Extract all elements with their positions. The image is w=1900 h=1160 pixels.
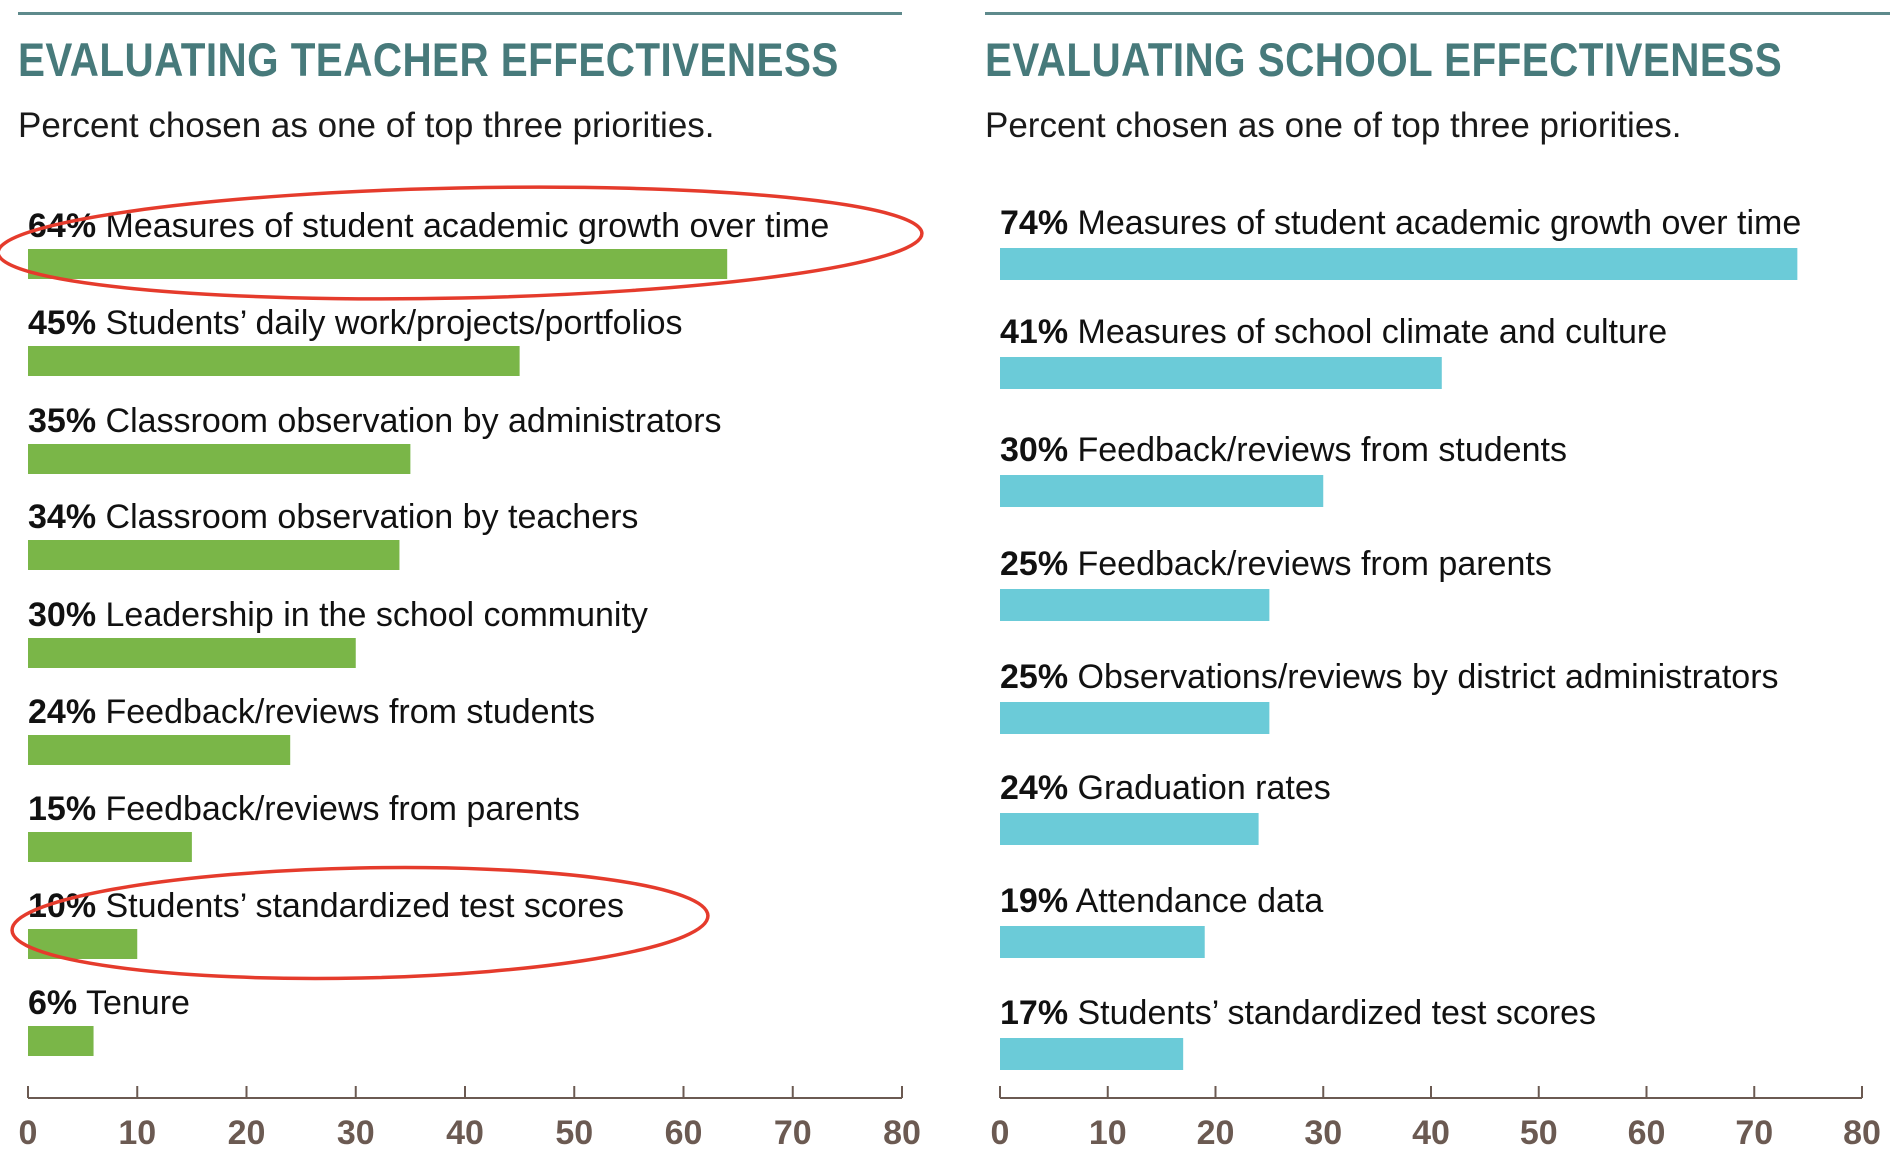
- school-effectiveness-bar-chart: 74% Measures of student academic growth …: [991, 204, 1881, 1152]
- bar: [1000, 475, 1324, 507]
- bar-label: 25% Feedback/reviews from parents: [1000, 545, 1552, 583]
- bar-category-label: Feedback/reviews from parents: [96, 790, 580, 828]
- bar-label: 30% Leadership in the school community: [28, 596, 648, 634]
- bar-value-label: 64%: [28, 207, 96, 245]
- bar-label: 25% Observations/reviews by district adm…: [1000, 658, 1779, 696]
- school-effectiveness-panel: EVALUATING SCHOOL EFFECTIVENESS Percent …: [985, 0, 1890, 1160]
- bar-value-label: 45%: [28, 304, 96, 342]
- x-tick-label: 10: [1089, 1114, 1127, 1152]
- x-tick-label: 60: [665, 1114, 703, 1152]
- bar-label: 15% Feedback/reviews from parents: [28, 790, 580, 828]
- bar: [28, 832, 192, 862]
- bar: [1000, 248, 1798, 280]
- x-tick-label: 70: [1735, 1114, 1773, 1152]
- bar-category-label: Measures of school climate and culture: [1068, 313, 1667, 351]
- bar-label: 17% Students’ standardized test scores: [1000, 994, 1596, 1032]
- bar: [28, 1026, 94, 1056]
- top-rule: [985, 12, 1890, 15]
- bar: [1000, 1038, 1184, 1070]
- bar-category-label: Leadership in the school community: [96, 596, 648, 634]
- bar-category-label: Feedback/reviews from students: [96, 693, 595, 731]
- bar-label: 24% Feedback/reviews from students: [28, 693, 595, 731]
- bar-label: 34% Classroom observation by teachers: [28, 498, 638, 536]
- bar-label: 10% Students’ standardized test scores: [28, 887, 624, 925]
- teacher-effectiveness-panel: EVALUATING TEACHER EFFECTIVENESS Percent…: [0, 0, 924, 1160]
- bar-value-label: 30%: [28, 596, 96, 634]
- x-tick-label: 50: [1520, 1114, 1558, 1152]
- bar-value-label: 25%: [1000, 658, 1068, 696]
- bar-value-label: 24%: [1000, 769, 1068, 807]
- bar-category-label: Feedback/reviews from students: [1068, 431, 1567, 469]
- bar-category-label: Graduation rates: [1068, 769, 1331, 807]
- bar-category-label: Tenure: [77, 984, 190, 1022]
- bar-label: 24% Graduation rates: [1000, 769, 1331, 807]
- bar-category-label: Students’ daily work/projects/portfolios: [96, 304, 682, 342]
- x-tick-label: 70: [774, 1114, 812, 1152]
- bar-category-label: Feedback/reviews from parents: [1068, 545, 1552, 583]
- bar: [28, 444, 411, 474]
- bar: [1000, 702, 1270, 734]
- bar-value-label: 74%: [1000, 204, 1068, 242]
- bar-label: 35% Classroom observation by administrat…: [28, 402, 722, 440]
- x-tick-label: 10: [118, 1114, 156, 1152]
- bar-value-label: 24%: [28, 693, 96, 731]
- bar-category-label: Measures of student academic growth over…: [1068, 204, 1801, 242]
- bar-label: 64% Measures of student academic growth …: [28, 207, 829, 245]
- bar-category-label: Classroom observation by teachers: [96, 498, 638, 536]
- bar: [1000, 813, 1259, 845]
- chart-title: EVALUATING TEACHER EFFECTIVENESS: [18, 33, 839, 86]
- x-tick-label: 80: [1843, 1114, 1881, 1152]
- bar-value-label: 17%: [1000, 994, 1068, 1032]
- highlight-ellipse: [10, 865, 710, 981]
- bar-value-label: 35%: [28, 402, 96, 440]
- x-tick-label: 0: [991, 1114, 1010, 1152]
- bar: [28, 249, 728, 279]
- bar: [1000, 357, 1442, 389]
- bar: [28, 735, 291, 765]
- bar-label: 6% Tenure: [28, 984, 190, 1022]
- highlight-ellipse: [0, 185, 924, 301]
- bar-label: 19% Attendance data: [1000, 882, 1323, 920]
- x-tick-label: 60: [1628, 1114, 1666, 1152]
- bar-category-label: Attendance data: [1068, 882, 1323, 920]
- bar-label: 74% Measures of student academic growth …: [1000, 204, 1801, 242]
- bar-value-label: 25%: [1000, 545, 1068, 583]
- x-tick-label: 40: [1412, 1114, 1450, 1152]
- bar: [28, 929, 138, 959]
- bar: [28, 540, 400, 570]
- bar: [1000, 926, 1205, 958]
- bar-value-label: 19%: [1000, 882, 1068, 920]
- bar-value-label: 6%: [28, 984, 77, 1022]
- bar-label: 41% Measures of school climate and cultu…: [1000, 313, 1667, 351]
- teacher-effectiveness-bar-chart: 64% Measures of student academic growth …: [0, 185, 924, 1152]
- chart-subtitle: Percent chosen as one of top three prior…: [985, 106, 1682, 145]
- bar-value-label: 15%: [28, 790, 96, 828]
- chart-title: EVALUATING SCHOOL EFFECTIVENESS: [985, 33, 1783, 86]
- bar-category-label: Students’ standardized test scores: [1068, 994, 1596, 1032]
- x-tick-label: 40: [446, 1114, 484, 1152]
- bar-category-label: Measures of student academic growth over…: [96, 207, 829, 245]
- x-tick-label: 80: [883, 1114, 921, 1152]
- bar-value-label: 41%: [1000, 313, 1068, 351]
- x-tick-label: 30: [337, 1114, 375, 1152]
- bar-category-label: Observations/reviews by district adminis…: [1068, 658, 1778, 696]
- chart-subtitle: Percent chosen as one of top three prior…: [18, 106, 715, 145]
- bar-label: 30% Feedback/reviews from students: [1000, 431, 1567, 469]
- top-rule: [18, 12, 902, 15]
- bar-label: 45% Students’ daily work/projects/portfo…: [28, 304, 683, 342]
- x-tick-label: 20: [1197, 1114, 1235, 1152]
- bar: [28, 346, 520, 376]
- bar: [1000, 589, 1270, 621]
- bar-value-label: 30%: [1000, 431, 1068, 469]
- bar-value-label: 10%: [28, 887, 96, 925]
- x-tick-label: 50: [555, 1114, 593, 1152]
- x-tick-label: 30: [1304, 1114, 1342, 1152]
- bar-category-label: Students’ standardized test scores: [96, 887, 624, 925]
- bar: [28, 638, 356, 668]
- bar-value-label: 34%: [28, 498, 96, 536]
- x-tick-label: 0: [19, 1114, 38, 1152]
- bar-category-label: Classroom observation by administrators: [96, 402, 721, 440]
- x-tick-label: 20: [228, 1114, 266, 1152]
